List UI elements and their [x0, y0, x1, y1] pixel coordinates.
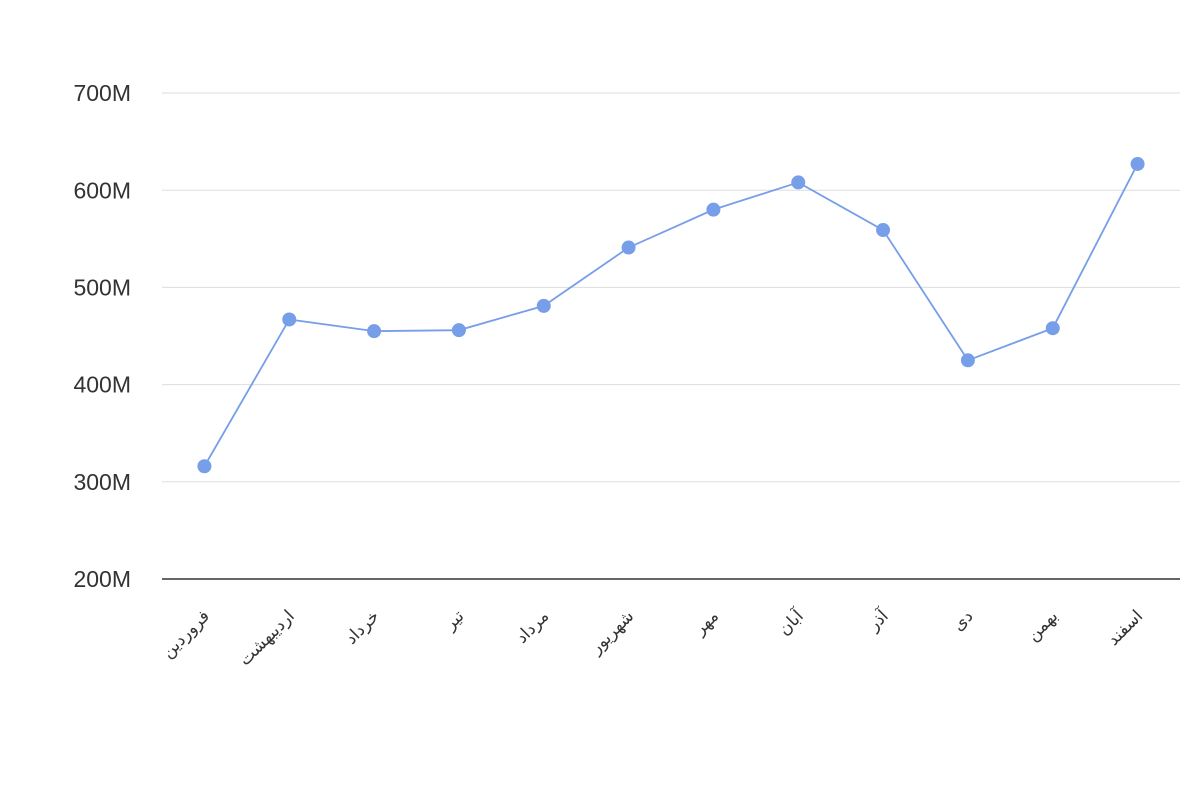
x-tick-label: اسفند: [1104, 606, 1148, 650]
data-point: [367, 324, 382, 339]
x-tick-label: شهریور: [586, 606, 638, 658]
series-line: [203, 163, 1139, 467]
y-tick-label: 400M: [73, 372, 131, 398]
data-point: [960, 353, 975, 368]
x-tick-label: مرداد: [512, 606, 553, 647]
y-tick-label: 700M: [73, 80, 131, 106]
x-tick-label: اردیبهشت: [235, 606, 299, 670]
data-point: [197, 459, 212, 474]
x-tick-label: خرداد: [341, 606, 383, 648]
x-tick-label: بهمن: [1023, 606, 1062, 645]
y-tick-label: 300M: [73, 469, 131, 495]
x-tick-label: مهر: [689, 606, 722, 639]
data-point: [791, 175, 806, 190]
y-tick-label: 200M: [73, 566, 131, 592]
x-tick-label: فروردین: [158, 606, 214, 662]
data-point: [282, 312, 297, 327]
x-tick-label: دی: [949, 606, 978, 635]
x-tick-label: تیر: [440, 606, 469, 635]
data-point: [621, 240, 636, 255]
y-tick-label: 600M: [73, 177, 131, 203]
x-tick-label: آبان: [773, 604, 809, 640]
y-tick-label: 500M: [73, 274, 131, 300]
data-point: [876, 223, 891, 238]
data-point: [1045, 321, 1060, 336]
data-point: [706, 202, 721, 217]
data-point: [1130, 156, 1145, 171]
x-tick-label: آذر: [862, 604, 894, 636]
data-point: [536, 298, 551, 313]
data-point: [451, 323, 466, 338]
